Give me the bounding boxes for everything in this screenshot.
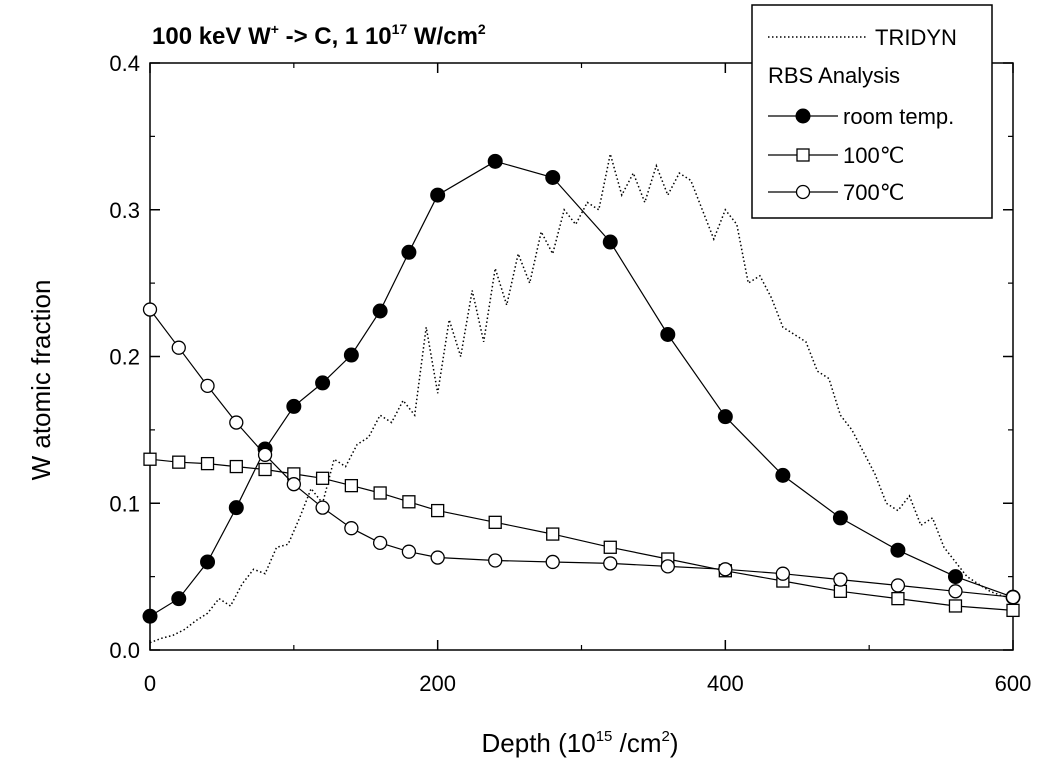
data-point [660, 326, 676, 342]
y-tick-label: 0.1 [109, 491, 140, 516]
data-point [717, 409, 733, 425]
x-tick-label: 400 [707, 671, 744, 696]
legend-marker-room-temp [795, 108, 811, 124]
legend-marker-100c [796, 148, 810, 162]
data-point [142, 608, 158, 624]
data-point [890, 542, 906, 558]
data-point [947, 569, 963, 585]
data-point [171, 591, 187, 607]
data-point [172, 455, 186, 469]
data-point [315, 500, 330, 515]
data-point [430, 187, 446, 203]
y-tick-label: 0.3 [109, 198, 140, 223]
x-tick-label: 600 [995, 671, 1032, 696]
series-line-room-temp [149, 160, 1014, 617]
data-point [373, 486, 387, 500]
data-point [545, 169, 561, 185]
legend-label-room-temp: room temp. [843, 104, 954, 129]
data-point [229, 415, 244, 430]
data-point [315, 471, 330, 485]
data-point [603, 556, 618, 571]
data-point [1005, 590, 1021, 605]
data-point [372, 535, 388, 551]
y-tick-label: 0.0 [109, 638, 140, 663]
y-axis-label: W atomic fraction [26, 280, 56, 481]
data-point [257, 447, 273, 462]
data-point [344, 478, 359, 493]
legend-header: RBS Analysis [768, 63, 900, 88]
data-point [948, 584, 963, 599]
chart-title: 100 keV W+ -> C, 1 1017 W/cm2 [152, 21, 486, 50]
legend: TRIDYN RBS Analysis room temp. 100℃ 700℃ [751, 4, 993, 219]
data-point [258, 462, 272, 477]
data-point [832, 510, 848, 526]
data-point [344, 521, 359, 536]
y-tick-label: 0.2 [109, 345, 140, 370]
data-point [401, 244, 417, 260]
series-layer [142, 153, 1021, 644]
data-point [343, 347, 359, 363]
data-point [775, 467, 791, 483]
data-point [891, 591, 905, 606]
data-point [948, 599, 963, 613]
series-tridyn [149, 153, 1014, 644]
data-point [890, 578, 906, 593]
data-point [315, 375, 331, 391]
legend-box [751, 4, 993, 219]
data-point [546, 527, 560, 541]
data-point [200, 456, 215, 471]
series-700 [142, 302, 1021, 605]
x-axis-label: Depth (1015 /cm2) [482, 728, 679, 758]
series-room-temp [142, 153, 1021, 624]
data-point [487, 153, 503, 169]
data-point [545, 554, 560, 570]
data-point [602, 234, 618, 250]
data-point [660, 559, 675, 574]
data-point [229, 459, 243, 474]
data-point [401, 544, 417, 559]
data-point [228, 500, 244, 516]
data-point [431, 503, 445, 518]
x-tick-label: 200 [419, 671, 456, 696]
data-point [603, 540, 617, 554]
x-tick-label: 0 [144, 671, 156, 696]
data-point [718, 562, 733, 577]
data-point [775, 566, 791, 581]
data-point [372, 303, 388, 319]
legend-label-tridyn: TRIDYN [875, 25, 957, 50]
series-line-tridyn [149, 153, 1014, 644]
legend-label-700c: 700℃ [843, 180, 904, 205]
data-point [200, 378, 215, 394]
series-line-700 [149, 309, 1014, 598]
data-point [286, 398, 302, 414]
data-point [488, 553, 503, 568]
data-point [402, 495, 416, 509]
series-line-100 [149, 458, 1014, 611]
y-tick-label: 0.4 [109, 51, 140, 76]
data-point [171, 340, 186, 355]
data-point [488, 515, 502, 529]
data-point [200, 554, 216, 570]
series-100 [143, 452, 1020, 618]
data-point [286, 477, 301, 492]
legend-marker-700c [795, 184, 811, 200]
data-point [142, 302, 158, 317]
data-point [833, 584, 848, 598]
data-point [143, 452, 157, 466]
data-point [1006, 603, 1020, 618]
legend-label-100c: 100℃ [843, 143, 904, 168]
axis-ticks: 0 200 400 600 0.0 0.1 0.2 0.3 0.4 [109, 51, 1031, 696]
data-point [430, 550, 445, 565]
data-point [833, 572, 848, 587]
